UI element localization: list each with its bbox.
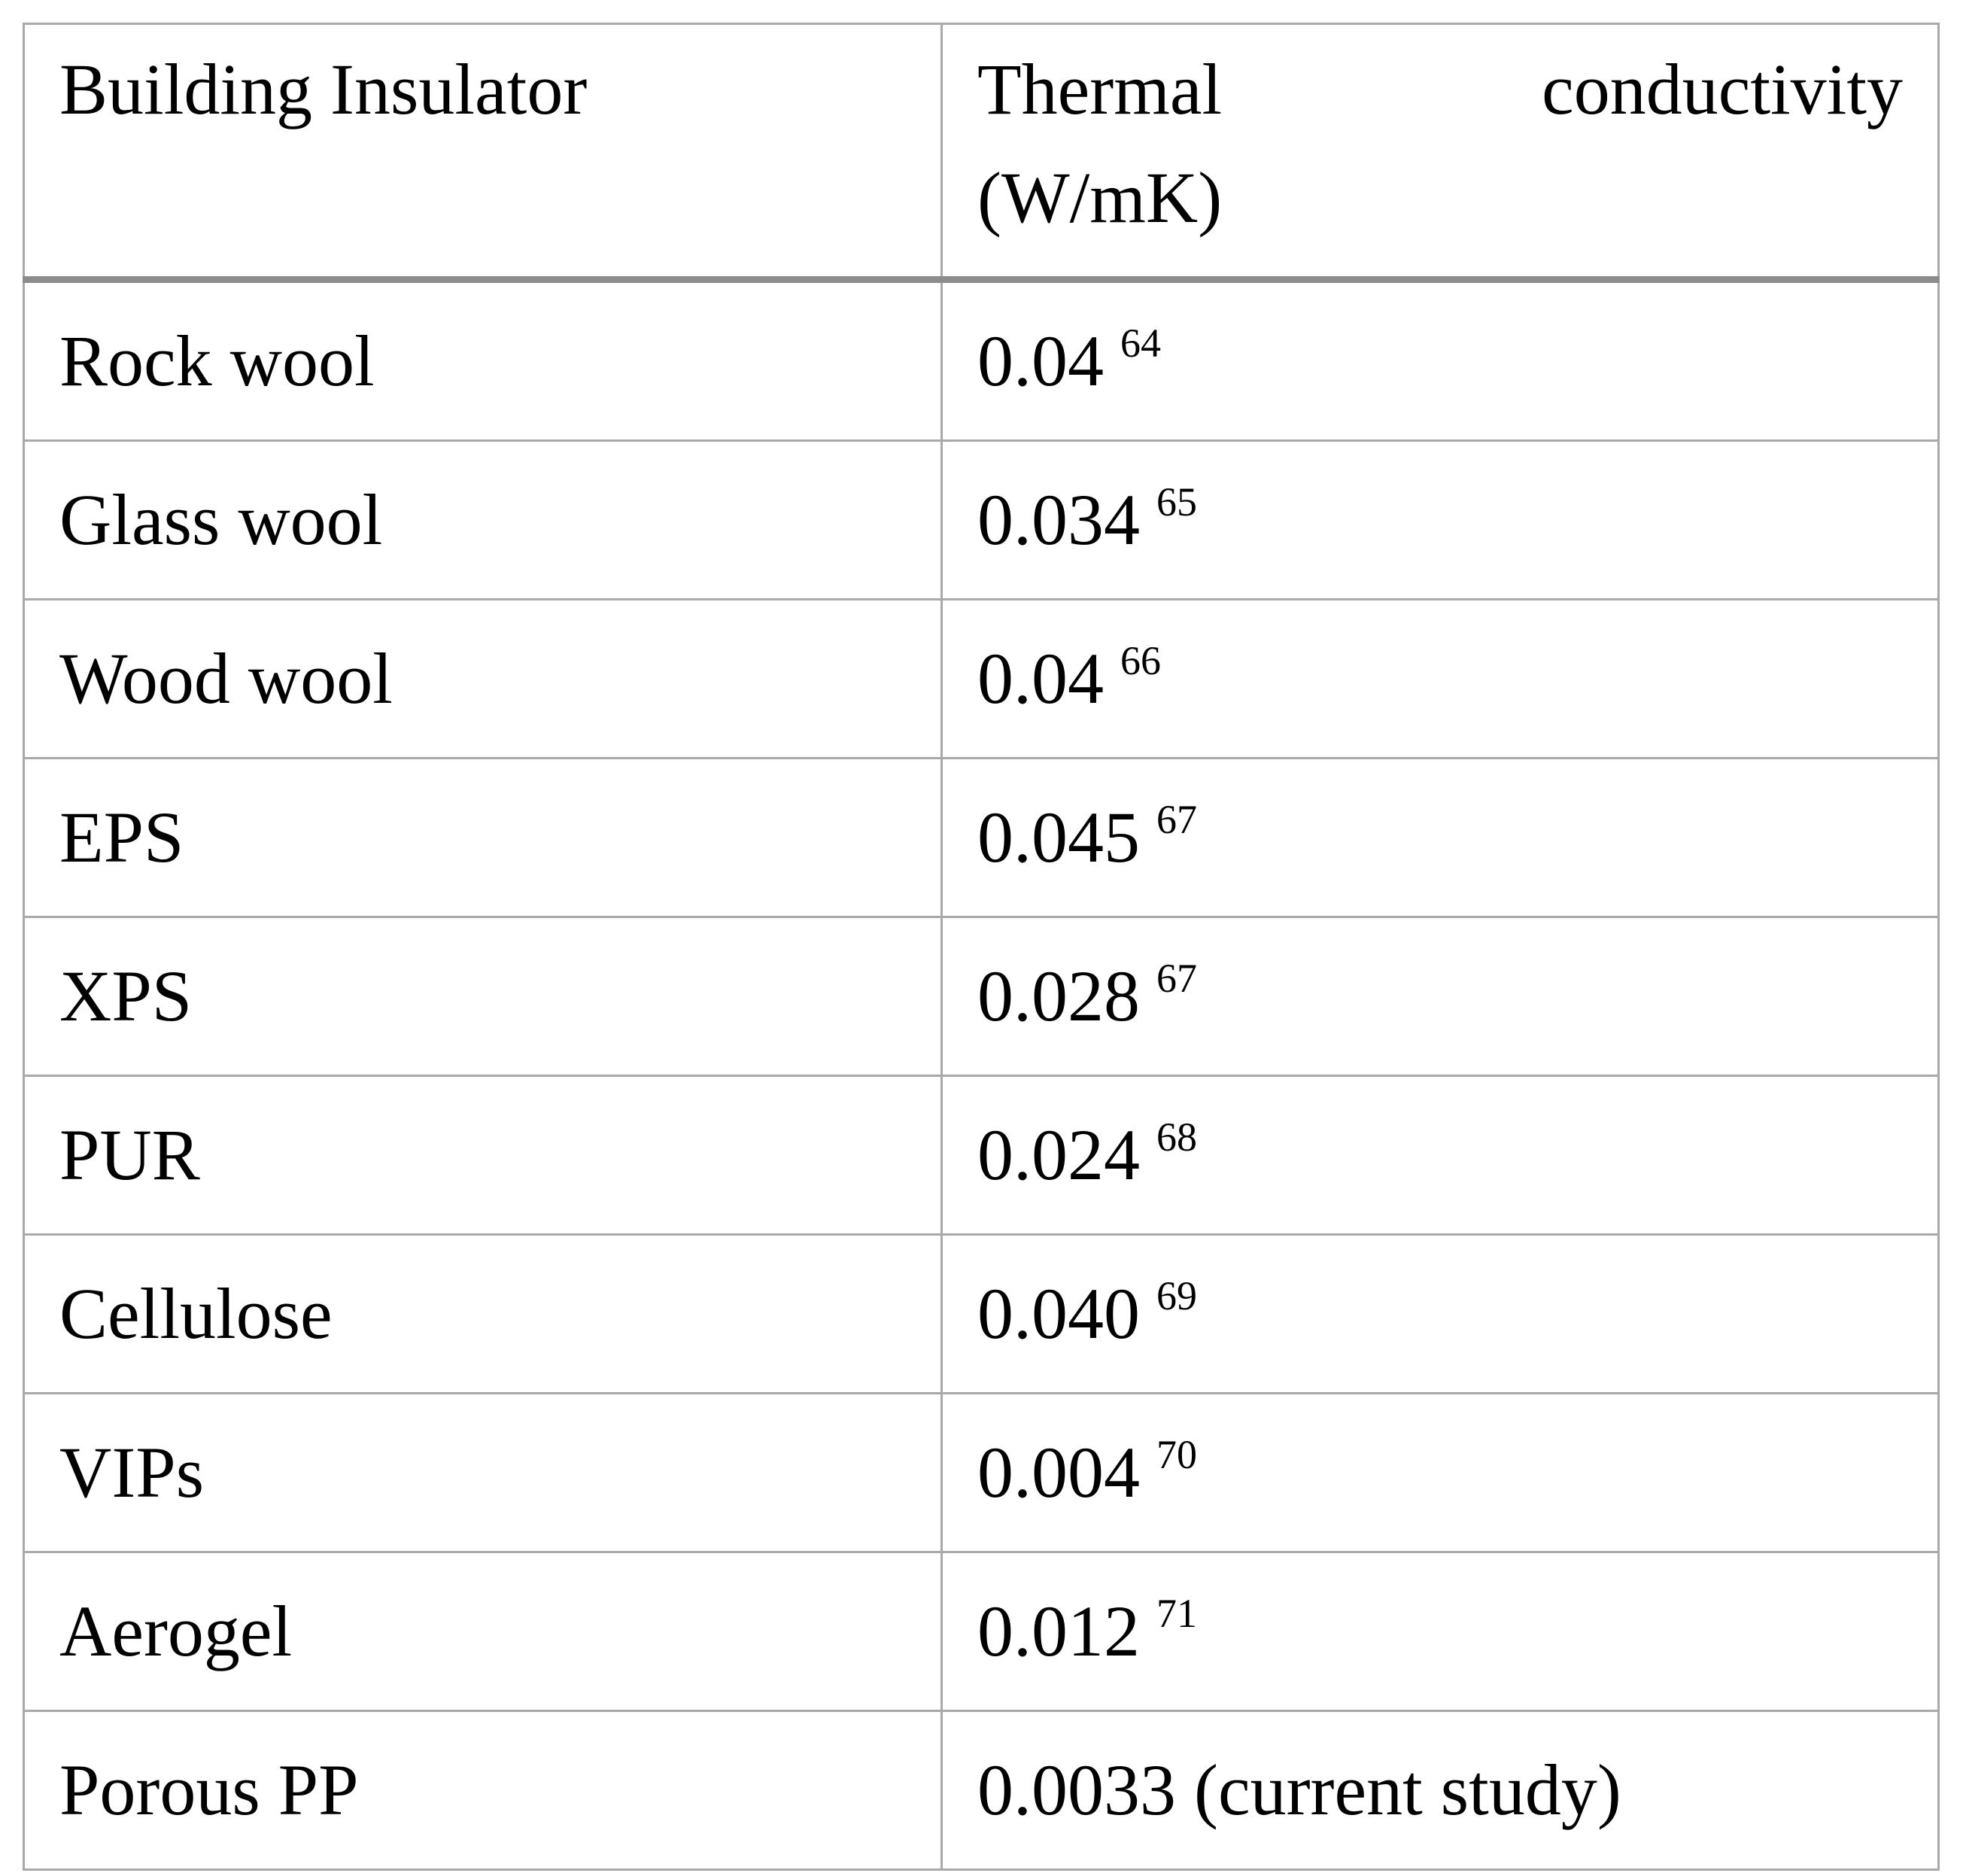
insulator-name: Glass wool (23, 439, 943, 601)
table-body: Rock wool 0.04 64 Glass wool 0.034 65 Wood woo… (23, 278, 1940, 1871)
conductivity-cell: 0.012 71 (940, 1551, 1940, 1712)
row: Cellulose 0.040 69 (23, 1233, 1940, 1394)
conductivity-value: 0.028 (977, 956, 1140, 1036)
conductivity-value: 0.034 (977, 479, 1140, 560)
row: Rock wool 0.04 64 (23, 278, 1940, 442)
reference: 65 (1156, 479, 1197, 524)
row: Wood wool 0.04 66 (23, 598, 1940, 759)
conductivity-cell: 0.034 65 (940, 439, 1940, 601)
row: Porous PP 0.0033 (current study) (23, 1710, 1940, 1871)
insulator-name: Wood wool (23, 598, 943, 759)
conductivity-value: 0.04 (977, 321, 1104, 401)
conductivity-cell: 0.004 70 (940, 1392, 1940, 1553)
insulator-name: VIPs (23, 1392, 943, 1553)
insulator-name: Aerogel (23, 1551, 943, 1712)
conductivity-value: 0.045 (977, 797, 1140, 877)
reference: 69 (1156, 1273, 1197, 1318)
insulator-name: Rock wool (23, 278, 943, 442)
conductivity-cell: 0.0033 (current study) (940, 1710, 1940, 1871)
header-cell: Thermal conductivity (W/mK) (940, 23, 1940, 283)
reference: 68 (1156, 1114, 1197, 1160)
reference: 71 (1156, 1591, 1197, 1636)
conductivity-cell: 0.024 68 (940, 1075, 1940, 1236)
header-text: Thermal conductivity (W/mK) (977, 49, 1903, 238)
reference: 67 (1156, 797, 1197, 842)
insulator-name: PUR (23, 1075, 943, 1236)
header-row: Building Insulator Thermal conductivity … (23, 23, 1940, 283)
row: XPS 0.028 67 (23, 916, 1940, 1077)
row: PUR 0.024 68 (23, 1075, 1940, 1236)
insulator-name: Cellulose (23, 1233, 943, 1394)
reference: 66 (1120, 638, 1161, 683)
conductivity-cell: 0.04 64 (940, 278, 1940, 442)
conductivity-value: 0.0033 (current study) (977, 1750, 1621, 1830)
insulator-name: XPS (23, 916, 943, 1077)
conductivity-value: 0.040 (977, 1273, 1140, 1354)
reference: 64 (1120, 321, 1161, 366)
conductivity-cell: 0.04 66 (940, 598, 1940, 759)
table-header: Building Insulator Thermal conductivity … (23, 23, 1940, 283)
conductivity-value: 0.012 (977, 1591, 1140, 1671)
conductivity-cell: 0.040 69 (940, 1233, 1940, 1394)
header-cell: Building Insulator (23, 23, 943, 283)
insulator-table: Building Insulator Thermal conductivity … (23, 23, 1940, 1871)
reference: 70 (1156, 1432, 1197, 1477)
conductivity-value: 0.024 (977, 1114, 1140, 1195)
conductivity-value: 0.04 (977, 638, 1104, 719)
conductivity-cell: 0.028 67 (940, 916, 1940, 1077)
row: Aerogel 0.012 71 (23, 1551, 1940, 1712)
insulator-name: Porous PP (23, 1710, 943, 1871)
insulator-name: EPS (23, 757, 943, 918)
conductivity-value: 0.004 (977, 1432, 1140, 1513)
row: Glass wool 0.034 65 (23, 439, 1940, 601)
reference: 67 (1156, 956, 1197, 1001)
row: VIPs 0.004 70 (23, 1392, 1940, 1553)
row: EPS 0.045 67 (23, 757, 1940, 918)
conductivity-cell: 0.045 67 (940, 757, 1940, 918)
